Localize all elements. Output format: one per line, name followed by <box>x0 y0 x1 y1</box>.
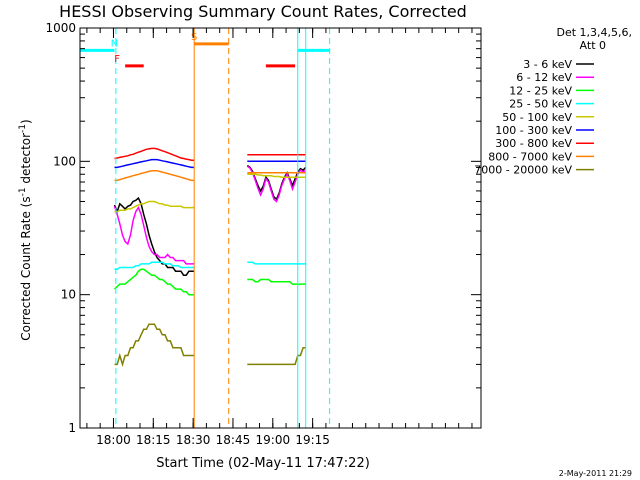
series-line-12-25-kev-2 <box>247 278 306 285</box>
x-tick-label: 18:00 <box>96 433 131 447</box>
legend-label-6-12-kev: 6 - 12 keV <box>516 71 572 84</box>
series-line-300-800-kev-1 <box>114 147 195 161</box>
marker-label-s: S <box>191 32 197 43</box>
legend-label-25-50-kev: 25 - 50 keV <box>509 98 572 111</box>
series-line-25-50-kev-2 <box>247 261 306 265</box>
marker-label-n: N <box>111 38 118 49</box>
legend-header-line2: Att 0 <box>580 39 606 52</box>
x-tick-label: 18:15 <box>136 433 171 447</box>
x-tick-label: 19:15 <box>295 433 330 447</box>
plot-frame <box>79 27 482 429</box>
legend-header-line1: Det 1,3,4,5,6, <box>556 26 632 39</box>
x-axis-label: Start Time (02-May-11 17:47:22) <box>156 456 370 471</box>
series-line-800-7000-kev-1 <box>114 169 195 182</box>
series-line-50-100-kev-2 <box>247 173 306 178</box>
x-tick-label: 18:30 <box>176 433 211 447</box>
footer-date: 2-May-2011 21:29 <box>559 469 632 478</box>
chart-title: HESSI Observing Summary Count Rates, Cor… <box>59 2 467 21</box>
legend-label-300-800-kev: 300 - 800 keV <box>495 137 572 150</box>
series-line-100-300-kev-1 <box>114 158 195 169</box>
overlay-layer: NF S <box>79 28 331 428</box>
y-tick-label: 1000 <box>45 21 76 35</box>
marker-label-f: F <box>114 54 120 65</box>
legend-label-100-300-kev: 100 - 300 keV <box>495 124 572 137</box>
series-line-7000-20000-kev-1 <box>114 323 195 368</box>
legend-label-3-6-kev: 3 - 6 keV <box>523 58 572 71</box>
axis-layer: 1 10 100 1000 18:00 18:15 18:30 18:45 19:00 19:15 <box>45 21 482 447</box>
y-axis-label: Corrected Count Rate (s-1 detector-1) <box>18 119 33 340</box>
y-tick-label: 10 <box>61 288 76 302</box>
legend-label-800-7000-kev: 800 - 7000 keV <box>488 150 572 163</box>
x-tick-label: 18:45 <box>216 433 251 447</box>
series-line-50-100-kev-1 <box>114 200 195 213</box>
legend-label-50-100-kev: 50 - 100 keV <box>502 111 572 124</box>
legend-label-12-25-kev: 12 - 25 keV <box>509 84 572 97</box>
y-tick-label: 1 <box>68 421 76 435</box>
series-line-3-6-kev-1 <box>113 196 195 276</box>
series-line-25-50-kev-1 <box>114 261 195 271</box>
x-tick-label: 19:00 <box>256 433 291 447</box>
legend-label-7000-20000-kev: 7000 - 20000 keV <box>474 164 572 177</box>
series-line-6-12-kev-2 <box>246 165 307 203</box>
series-line-12-25-kev-1 <box>113 268 195 296</box>
y-tick-label: 100 <box>53 154 76 168</box>
series-line-7000-20000-kev-2 <box>247 346 306 366</box>
series-line-6-12-kev-1 <box>113 205 195 265</box>
series-layer <box>113 147 307 368</box>
